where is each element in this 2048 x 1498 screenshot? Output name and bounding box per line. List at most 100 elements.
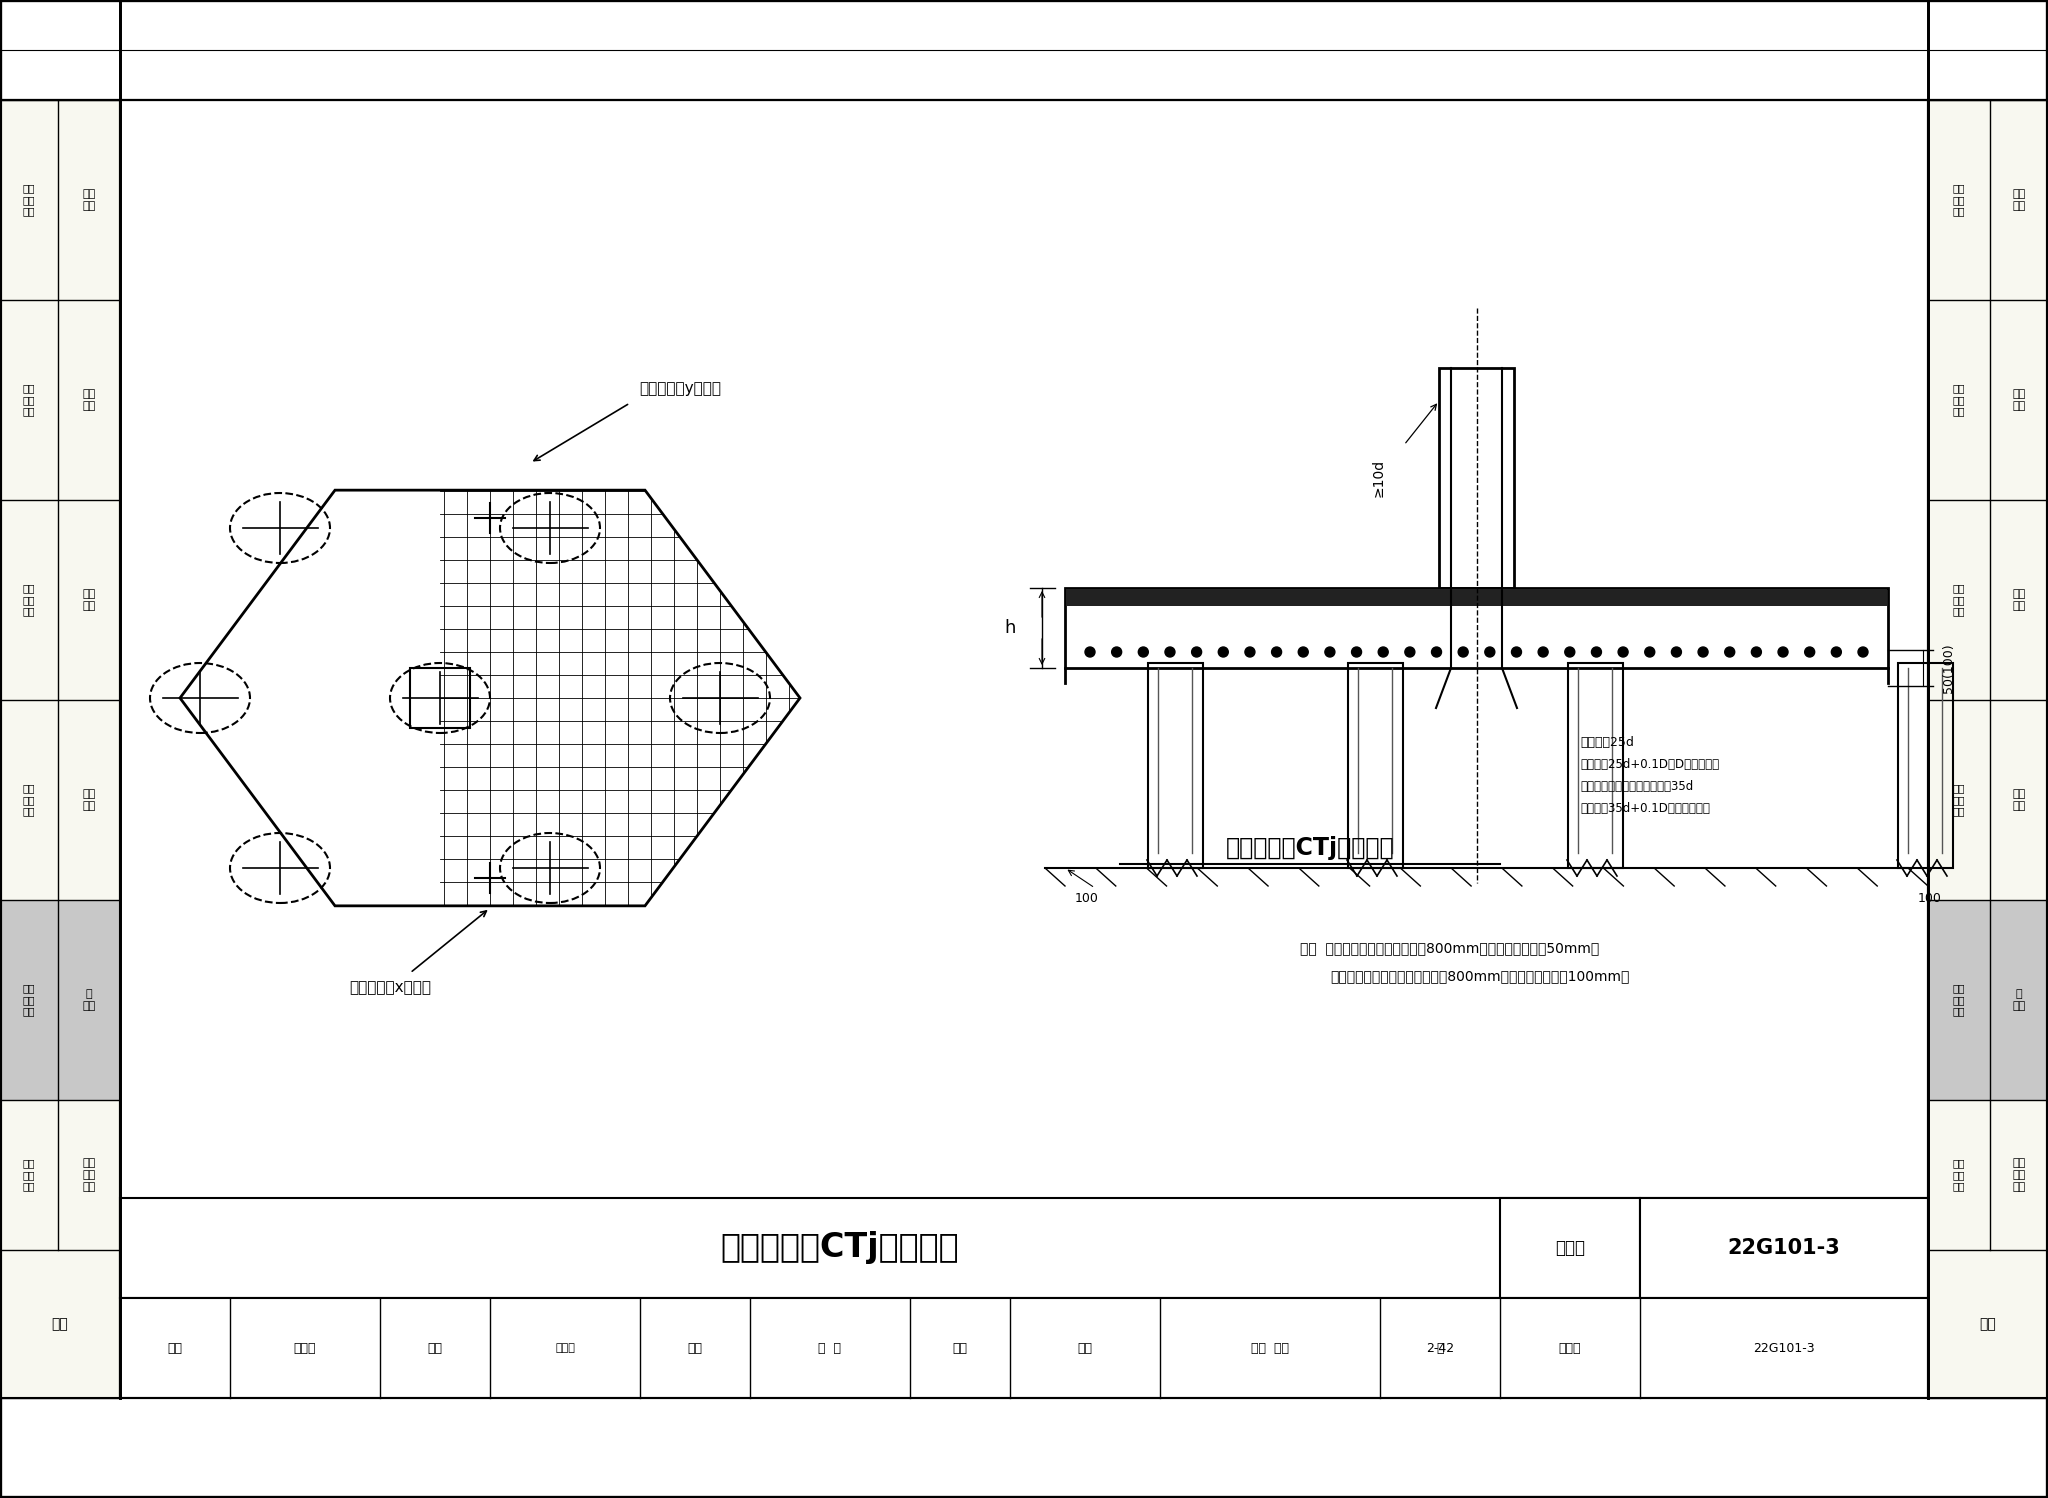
Text: 页: 页 xyxy=(1436,1342,1444,1354)
Text: 条形
基础: 条形 基础 xyxy=(2013,589,2025,611)
Text: 林蔚  林签: 林蔚 林签 xyxy=(1251,1342,1288,1354)
Text: 一般
构造: 一般 构造 xyxy=(2013,189,2025,211)
Text: 标准
构造
详图: 标准 构造 详图 xyxy=(23,583,35,617)
Text: 附录: 附录 xyxy=(51,1317,68,1332)
Bar xyxy=(1927,100,2048,1398)
Circle shape xyxy=(1272,647,1282,658)
Text: 标准
构造
详图: 标准 构造 详图 xyxy=(1952,183,1966,217)
Text: 六边形承台y向配筋: 六边形承台y向配筋 xyxy=(639,380,721,395)
Bar xyxy=(121,1198,1927,1297)
Circle shape xyxy=(1085,647,1096,658)
Text: （当伸至端部直段长度方桩＞35d: （当伸至端部直段长度方桩＞35d xyxy=(1579,780,1694,794)
Text: 六边形承台CTj配筋构造: 六边形承台CTj配筋构造 xyxy=(721,1231,958,1264)
Text: 标准
构造
详图: 标准 构造 详图 xyxy=(23,183,35,217)
Text: 施建: 施建 xyxy=(952,1342,967,1354)
Circle shape xyxy=(1645,647,1655,658)
Circle shape xyxy=(1804,647,1815,658)
Bar xyxy=(121,100,1927,1398)
Circle shape xyxy=(1751,647,1761,658)
Circle shape xyxy=(1112,647,1122,658)
Polygon shape xyxy=(180,490,801,906)
Circle shape xyxy=(1565,647,1575,658)
Text: 标准
构造
详图: 标准 构造 详图 xyxy=(1952,583,1966,617)
Text: 图集号: 图集号 xyxy=(1559,1342,1581,1354)
Text: 设计: 设计 xyxy=(1077,1342,1092,1354)
Bar xyxy=(1065,589,1888,668)
Bar xyxy=(1569,664,1622,867)
Text: 六边形承台x向配筋: 六边形承台x向配筋 xyxy=(348,981,430,996)
Circle shape xyxy=(1245,647,1255,658)
Text: 或圆桩＞35d+0.1D时可不弯折）: 或圆桩＞35d+0.1D时可不弯折） xyxy=(1579,803,1710,815)
Text: 标准
构造
详图: 标准 构造 详图 xyxy=(23,783,35,816)
Text: 标准
构造
详图: 标准 构造 详图 xyxy=(1952,983,1966,1017)
Circle shape xyxy=(1698,647,1708,658)
Circle shape xyxy=(1458,647,1468,658)
Text: 2-42: 2-42 xyxy=(1425,1342,1454,1354)
Circle shape xyxy=(1325,647,1335,658)
Circle shape xyxy=(1618,647,1628,658)
Circle shape xyxy=(1485,647,1495,658)
Bar xyxy=(1927,900,2048,1100)
Circle shape xyxy=(1831,647,1841,658)
Circle shape xyxy=(1591,647,1602,658)
Text: 当桩径或桩截面边长大于或等于800mm时，桩顶嵌入承台100mm。: 当桩径或桩截面边长大于或等于800mm时，桩顶嵌入承台100mm。 xyxy=(1329,969,1630,983)
Text: 图集号: 图集号 xyxy=(1554,1239,1585,1257)
Text: 标准
构造
详图: 标准 构造 详图 xyxy=(23,983,35,1017)
Text: 筏形
基础: 筏形 基础 xyxy=(2013,789,2025,810)
Text: 基础
相关
构造: 基础 相关 构造 xyxy=(82,1158,96,1191)
Text: 基础
相关
构造: 基础 相关 构造 xyxy=(2013,1158,2025,1191)
Bar xyxy=(121,1297,1927,1398)
Circle shape xyxy=(1378,647,1389,658)
Text: 桩
基础: 桩 基础 xyxy=(82,989,96,1011)
Circle shape xyxy=(1405,647,1415,658)
Text: 独立
基础: 独立 基础 xyxy=(82,389,96,410)
Circle shape xyxy=(1432,647,1442,658)
Text: 审核: 审核 xyxy=(168,1342,182,1354)
Text: 方桩：＞25d: 方桩：＞25d xyxy=(1579,737,1634,749)
Circle shape xyxy=(1511,647,1522,658)
Text: 标准
构造
详图: 标准 构造 详图 xyxy=(23,383,35,416)
Text: h: h xyxy=(1004,619,1016,637)
Text: ≥10d: ≥10d xyxy=(1372,458,1386,497)
Text: 一般
构造: 一般 构造 xyxy=(82,189,96,211)
Text: 标准
构造
详图: 标准 构造 详图 xyxy=(1952,1158,1966,1191)
Bar xyxy=(0,100,121,1398)
Text: 校对: 校对 xyxy=(688,1342,702,1354)
Text: 100: 100 xyxy=(1919,891,1942,905)
Circle shape xyxy=(1778,647,1788,658)
Circle shape xyxy=(1352,647,1362,658)
Bar xyxy=(1440,369,1513,589)
Text: 50(100): 50(100) xyxy=(1942,643,1954,692)
Text: 100: 100 xyxy=(1075,891,1100,905)
Text: 六边形承台CTj配筋构造: 六边形承台CTj配筋构造 xyxy=(1225,836,1395,860)
Text: 复查: 复查 xyxy=(428,1342,442,1354)
Text: 注：  当桩直径或桩截面边长小于800mm时，桩顶嵌入承台50mm；: 注： 当桩直径或桩截面边长小于800mm时，桩顶嵌入承台50mm； xyxy=(1300,941,1599,956)
Bar xyxy=(1149,664,1202,867)
Bar xyxy=(1348,664,1403,867)
Bar xyxy=(1067,589,1886,607)
Text: 22G101-3: 22G101-3 xyxy=(1753,1342,1815,1354)
Text: 杨  建: 杨 建 xyxy=(819,1342,842,1354)
Circle shape xyxy=(1671,647,1681,658)
Circle shape xyxy=(1298,647,1309,658)
Circle shape xyxy=(1219,647,1229,658)
Circle shape xyxy=(1192,647,1202,658)
Text: 筏形
基础: 筏形 基础 xyxy=(82,789,96,810)
Bar xyxy=(1499,1198,1640,1297)
Text: 黄春叫: 黄春叫 xyxy=(555,1344,575,1353)
Text: 标准
构造
详图: 标准 构造 详图 xyxy=(23,1158,35,1191)
Text: 标准
构造
详图: 标准 构造 详图 xyxy=(1952,783,1966,816)
Text: 黄志刚: 黄志刚 xyxy=(293,1342,315,1354)
Text: 桩
基础: 桩 基础 xyxy=(2013,989,2025,1011)
Bar xyxy=(0,900,121,1100)
Circle shape xyxy=(1538,647,1548,658)
Text: 22G101-3: 22G101-3 xyxy=(1729,1237,1841,1258)
Bar xyxy=(1898,664,1954,867)
Text: 附录: 附录 xyxy=(1980,1317,1997,1332)
Circle shape xyxy=(1165,647,1176,658)
Circle shape xyxy=(1139,647,1149,658)
Circle shape xyxy=(1724,647,1735,658)
Text: 圆桩：＞25d+0.1D，D为圆桩直径: 圆桩：＞25d+0.1D，D为圆桩直径 xyxy=(1579,758,1718,771)
Text: 独立
基础: 独立 基础 xyxy=(2013,389,2025,410)
Circle shape xyxy=(1858,647,1868,658)
